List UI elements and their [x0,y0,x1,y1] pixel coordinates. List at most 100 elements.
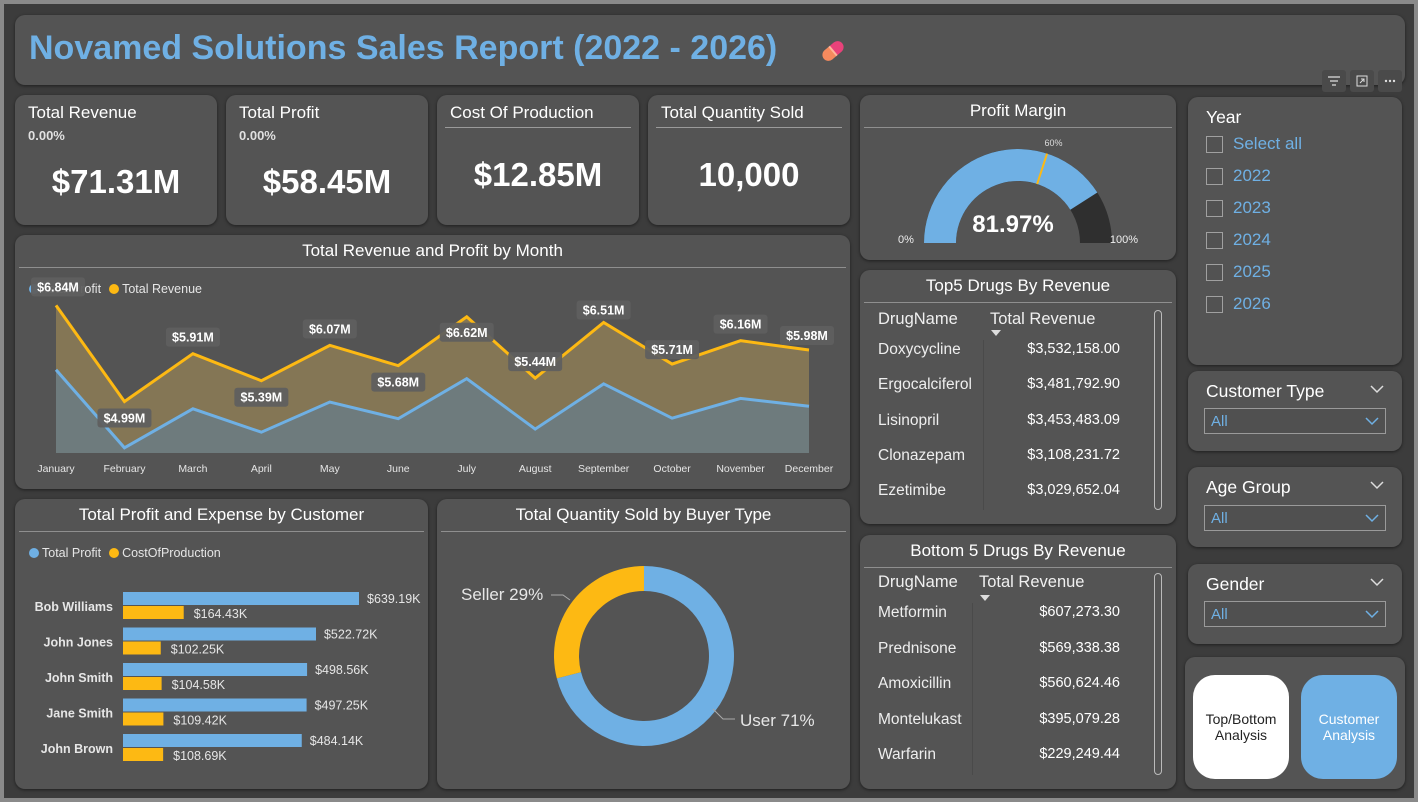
donut-chart: Seller 29% User 71% [461,566,815,746]
svg-text:$6.07M: $6.07M [309,322,351,336]
gauge-target-label: 60% [1045,138,1063,148]
monthly-chart-card[interactable]: Total Revenue and Profit by Month Total … [15,235,850,489]
bottom5-table-card[interactable]: Bottom 5 Drugs By Revenue DrugName Total… [860,535,1176,789]
table-row[interactable]: Warfarin $229,249.44 [878,746,1138,764]
checkbox[interactable] [1206,295,1223,313]
profit-margin-card[interactable]: Profit Margin 60% 81.97% 0% 100% [860,95,1176,260]
chevron-down-icon [1365,610,1379,619]
bar-value-label: $497.25K [315,699,369,713]
legend-item-cost[interactable]: CostOfProduction [109,546,221,560]
sort-desc-icon[interactable] [979,594,991,602]
scrollbar[interactable] [1154,573,1162,775]
table-row[interactable]: Clonazepam $3,108,231.72 [878,447,1138,465]
data-label: $6.16M [713,314,768,334]
checkbox[interactable] [1206,231,1223,249]
top-bottom-analysis-button[interactable]: Top/Bottom Analysis [1193,675,1289,779]
bar-value-label: $102.25K [171,643,225,657]
svg-text:$5.98M: $5.98M [786,329,828,343]
slicer-title: Age Group [1206,477,1291,497]
x-tick-label: May [320,463,341,475]
year-option[interactable]: 2022 [1206,166,1271,186]
section-divider [19,267,846,268]
drug-name-cell: Doxycycline [878,341,961,358]
checkbox[interactable] [1206,167,1223,185]
drug-name-cell: Clonazepam [878,446,966,464]
column-header-drug[interactable]: DrugName [878,573,958,591]
top5-table-card[interactable]: Top5 Drugs By Revenue DrugName Total Rev… [860,270,1176,524]
chevron-down-icon [1365,417,1379,426]
kpi-change: 0.00% [28,128,65,143]
table-row[interactable]: Lisinopril $3,453,483.09 [878,412,1138,430]
chevron-down-icon[interactable] [1370,385,1384,394]
customer-type-dropdown[interactable]: All [1204,408,1386,434]
chevron-down-icon[interactable] [1370,481,1384,490]
gauge-value: 81.97% [972,211,1053,238]
bar-value-label: $498.56K [315,663,369,677]
more-options-icon[interactable] [1378,70,1402,92]
kpi-total-profit[interactable]: Total Profit 0.00% $58.45M [226,95,428,225]
customer-analysis-button[interactable]: Customer Analysis [1301,675,1397,779]
kpi-total-revenue[interactable]: Total Revenue 0.00% $71.31M [15,95,217,225]
filter-icon[interactable] [1322,70,1346,92]
year-option[interactable]: 2024 [1206,230,1271,250]
table-row[interactable]: Doxycycline $3,532,158.00 [878,341,1138,359]
bar-cost [123,748,164,761]
x-tick-label: March [178,463,207,475]
year-option[interactable]: 2026 [1206,294,1271,314]
slicer-title: Year [1206,107,1242,127]
legend-item-profit[interactable]: Total Profit [29,546,101,560]
drug-name-cell: Metformin [878,604,947,621]
y-tick-label: John Smith [45,671,113,685]
section-title: Profit Margin [969,101,1067,120]
table-row[interactable]: Prednisone $569,338.38 [878,640,1138,658]
age-group-slicer[interactable]: Age Group All [1188,467,1402,547]
drug-name-cell: Warfarin [878,746,936,763]
customer-type-slicer[interactable]: Customer Type All [1188,371,1402,451]
chevron-down-icon [1365,514,1379,523]
gauge-fill [924,149,1098,243]
gender-slicer[interactable]: Gender All [1188,564,1402,644]
svg-text:$6.62M: $6.62M [446,326,488,340]
kpi-cost-of-production[interactable]: Cost Of Production $12.85M [437,95,639,225]
year-option[interactable]: 2023 [1206,198,1271,218]
column-header-revenue[interactable]: Total Revenue [990,310,1096,328]
table-row[interactable]: Ezetimibe $3,029,652.04 [878,482,1138,500]
checkbox[interactable] [1206,199,1223,217]
customer-chart-card[interactable]: Total Profit and Expense by Customer Tot… [15,499,428,789]
user-label: User 71% [740,711,815,730]
gender-dropdown[interactable]: All [1204,601,1386,627]
age-group-dropdown[interactable]: All [1204,505,1386,531]
year-option-label: 2022 [1233,166,1271,185]
column-header-drug[interactable]: DrugName [878,310,958,328]
data-label: $5.91M [165,327,220,347]
table-row[interactable]: Amoxicillin $560,624.46 [878,675,1138,693]
drug-name-cell: Amoxicillin [878,675,952,692]
year-option[interactable]: Select all [1206,134,1302,154]
data-label: $5.68M [371,372,426,392]
table-row[interactable]: Metformin $607,273.30 [878,604,1138,622]
table-row[interactable]: Ergocalciferol $3,481,792.90 [878,376,1138,394]
checkbox[interactable] [1206,135,1223,153]
column-header-revenue[interactable]: Total Revenue [979,573,1085,591]
section-title: Top5 Drugs By Revenue [925,276,1111,295]
svg-text:$5.44M: $5.44M [514,355,556,369]
chevron-down-icon[interactable] [1370,578,1384,587]
checkbox[interactable] [1206,263,1223,281]
donut-slice-seller[interactable] [554,566,644,679]
legend-item-revenue[interactable]: Total Revenue [109,282,202,296]
table-row[interactable]: Montelukast $395,079.28 [878,711,1138,729]
year-slicer[interactable]: Year Select all 2022 2023 2024 2025 2026 [1188,97,1402,365]
slicer-title: Customer Type [1206,381,1325,401]
focus-mode-icon[interactable] [1350,70,1374,92]
bar-value-label: $109.42K [173,714,227,728]
bar-cost [123,606,184,619]
svg-text:$6.51M: $6.51M [583,303,625,317]
bar-value-label: $164.43K [194,607,248,621]
sort-desc-icon[interactable] [990,329,1002,337]
data-label: $5.98M [780,326,834,346]
buyer-chart-card[interactable]: Total Quantity Sold by Buyer Type Seller… [437,499,850,789]
kpi-total-quantity[interactable]: Total Quantity Sold 10,000 [648,95,850,225]
revenue-cell: $3,108,231.72 [1027,446,1120,463]
scrollbar[interactable] [1154,310,1162,510]
year-option[interactable]: 2025 [1206,262,1271,282]
